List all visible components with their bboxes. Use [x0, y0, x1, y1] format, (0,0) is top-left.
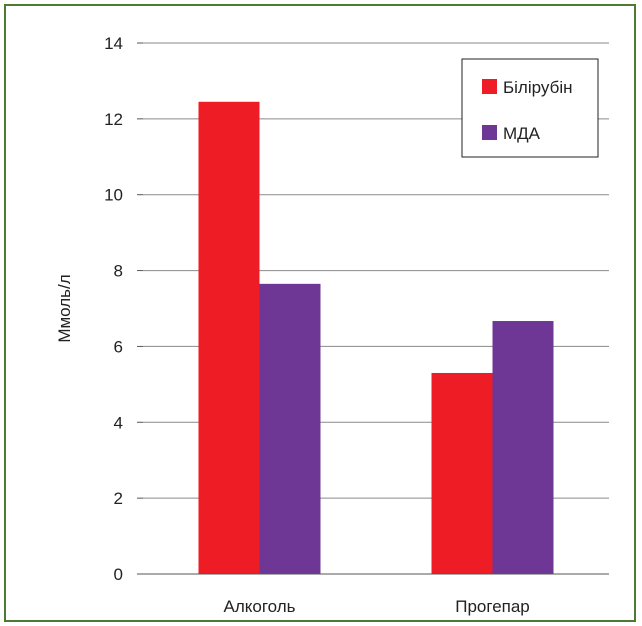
- legend-box: [461, 58, 599, 158]
- x-tick-label: Прогепар: [455, 597, 530, 616]
- bar-mda-1: [492, 321, 554, 574]
- legend-swatch: [482, 125, 497, 140]
- y-tick-label: 2: [114, 489, 123, 508]
- x-tick-label: Алкоголь: [223, 597, 295, 616]
- y-tick-label: 10: [104, 186, 123, 205]
- legend-label: МДА: [503, 124, 541, 143]
- legend-label: Білірубін: [503, 78, 573, 97]
- y-tick-label: 8: [114, 262, 123, 281]
- bars: [198, 101, 554, 575]
- bar-bilirubin-1: [431, 372, 493, 574]
- y-tick-labels: 0 2 4 6 8 10 12 14: [104, 34, 143, 584]
- y-tick-label: 6: [114, 337, 123, 356]
- bar-bilirubin-0: [198, 101, 260, 575]
- bar-mda-0: [259, 283, 321, 574]
- y-tick-label: 4: [114, 413, 123, 432]
- y-tick-label: 0: [114, 565, 123, 584]
- y-tick-label: 14: [104, 34, 123, 53]
- legend: Білірубін МДА: [461, 58, 599, 158]
- y-tick-label: 12: [104, 110, 123, 129]
- y-axis-label: Ммоль/л: [55, 274, 74, 342]
- x-tick-labels: Алкоголь Прогепар: [223, 597, 529, 616]
- legend-swatch: [482, 79, 497, 94]
